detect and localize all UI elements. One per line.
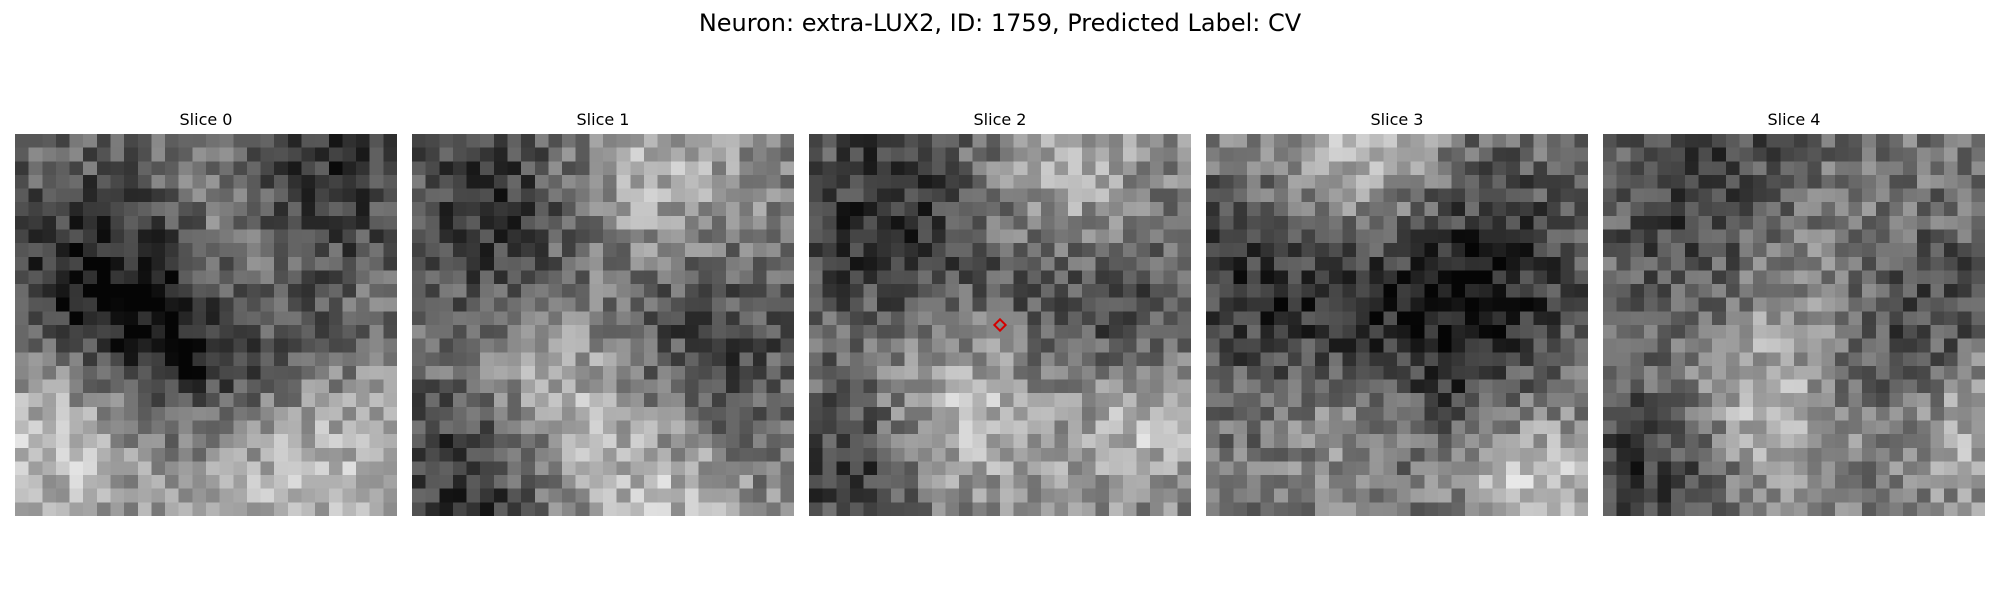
slice-panel-2: Slice 2 xyxy=(809,108,1191,518)
slice-title: Slice 0 xyxy=(179,110,233,129)
slice-title: Slice 4 xyxy=(1767,110,1821,129)
slice-panel-1: Slice 1 xyxy=(412,108,794,518)
slice-title: Slice 2 xyxy=(973,110,1027,129)
slice-panel-3: Slice 3 xyxy=(1206,108,1588,518)
slice-canvas xyxy=(1603,134,1985,516)
slice-image xyxy=(412,134,794,516)
slice-panel-4: Slice 4 xyxy=(1603,108,1985,518)
slice-title: Slice 3 xyxy=(1370,110,1424,129)
slice-title: Slice 1 xyxy=(576,110,630,129)
figure-title: Neuron: extra-LUX2, ID: 1759, Predicted … xyxy=(698,9,1302,37)
slice-image xyxy=(809,134,1191,516)
slice-canvas xyxy=(1206,134,1588,516)
slice-panel-0: Slice 0 xyxy=(15,108,397,518)
slice-canvas xyxy=(15,134,397,516)
slice-canvas xyxy=(412,134,794,516)
slice-canvas xyxy=(809,134,1191,516)
slice-image xyxy=(1603,134,1985,516)
slice-image xyxy=(15,134,397,516)
slice-image xyxy=(1206,134,1588,516)
